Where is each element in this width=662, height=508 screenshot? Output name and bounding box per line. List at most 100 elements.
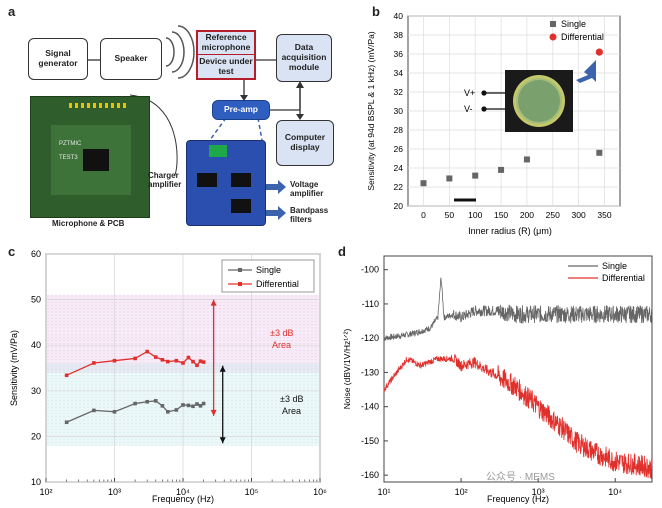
- x-tick-b: 100: [468, 210, 482, 220]
- x-tick-b: 0: [421, 210, 426, 220]
- pcb-text-1: PZTMIC: [59, 141, 82, 147]
- board-chip-3: [231, 199, 251, 213]
- x-tick-b: 250: [546, 210, 560, 220]
- inset-label-vminus: V-: [464, 104, 473, 114]
- single-point: [191, 404, 195, 409]
- x-axis-label-d: Frequency (Hz): [487, 494, 549, 504]
- single-point: [201, 401, 206, 406]
- y-tick-c: 60: [31, 249, 41, 259]
- amplifier-board: [186, 140, 266, 226]
- x-tick-b: 300: [572, 210, 586, 220]
- x-axis-label-b: Inner radius (R) (μm): [468, 226, 552, 236]
- single-noise-line: [383, 277, 653, 341]
- single-point: [498, 166, 505, 173]
- y-tick-d: -130: [361, 367, 379, 377]
- differential-point: [166, 359, 170, 364]
- differential-point: [195, 363, 199, 368]
- y-tick-c: 30: [31, 386, 41, 396]
- x-tick-b: 200: [520, 210, 534, 220]
- chart-c: 10² 10³ 10⁴ 10⁵ 10⁶ 10 20 30 40 50 60 Frequency (H…: [9, 249, 327, 504]
- speaker-box: Speaker: [100, 38, 162, 80]
- y-tick-b: 38: [394, 30, 404, 40]
- y-tick-c: 20: [31, 431, 41, 441]
- differential-point: [112, 358, 117, 363]
- y-tick-d: -100: [361, 265, 379, 275]
- band-annotation-diff-line1: ±3 dB: [270, 328, 293, 338]
- legend-c-single: Single: [256, 265, 281, 275]
- y-tick-c: 40: [31, 340, 41, 350]
- single-point: [186, 403, 191, 408]
- x-tick-b: 50: [445, 210, 455, 220]
- single-point: [195, 402, 199, 406]
- single-point: [198, 404, 203, 408]
- differential-point: [92, 361, 96, 365]
- x-tick-c: 10⁵: [245, 487, 259, 497]
- panel-label-d: d: [338, 244, 346, 259]
- plot-frame-d: [383, 255, 653, 483]
- y-tick-d: -120: [361, 333, 379, 343]
- chart-d: 10¹ 10² 10³ 10⁴ -100 -110 -120 -130 -140 -150 -160…: [342, 255, 653, 504]
- daq-label: Data acquisition module: [281, 42, 327, 72]
- pcb-pin-header: [69, 103, 129, 108]
- differential-point: [160, 357, 165, 362]
- single-point: [596, 149, 603, 156]
- legend-d: Single Differential: [568, 261, 645, 283]
- differential-point: [198, 359, 203, 363]
- single-point: [472, 172, 479, 179]
- computer-display-label: Computer display: [284, 132, 326, 152]
- single-point: [145, 399, 149, 404]
- single-point: [446, 175, 453, 182]
- dut-group: Reference microphone Device under test: [196, 30, 256, 80]
- x-axis-label-c: Frequency (Hz): [152, 494, 214, 504]
- range-arrows-c: [210, 299, 226, 444]
- preamp-box: Pre-amp: [212, 100, 270, 120]
- differential-point: [201, 360, 206, 364]
- panel-label-a: a: [8, 4, 16, 19]
- pcb-text-2: TEST3: [59, 155, 78, 161]
- differential-point: [145, 349, 149, 354]
- x-tick-d: 10⁴: [608, 487, 622, 497]
- legend-d-differential: Differential: [602, 273, 645, 283]
- y-tick-b: 32: [394, 87, 404, 97]
- band-annotation-single-line2: Area: [282, 406, 301, 416]
- device-inset: V+ V-: [454, 60, 596, 202]
- signal-generator-box: Signal generator: [28, 38, 88, 80]
- bandpass-filters-label: Bandpass filters: [290, 206, 329, 224]
- band-annotation-diff-line2: Area: [272, 340, 291, 350]
- y-tick-b: 40: [394, 11, 404, 21]
- signal-generator-label: Signal generator: [38, 48, 78, 68]
- x-tick-d: 10¹: [377, 487, 390, 497]
- single-point: [160, 404, 165, 408]
- pcb-photo: PZTMIC TEST3: [30, 96, 150, 218]
- y-tick-b: 24: [394, 163, 404, 173]
- preamp-label: Pre-amp: [223, 104, 258, 115]
- speaker-label: Speaker: [114, 53, 148, 64]
- x-tick-d: 10³: [532, 487, 545, 497]
- differential-point: [181, 361, 185, 365]
- y-tick-d: -160: [361, 470, 379, 480]
- board-chip-2: [231, 173, 251, 187]
- y-tick-b: 26: [394, 144, 404, 154]
- x-tick-b: 150: [494, 210, 508, 220]
- charger-amplifier-label: Charger amplifier: [148, 171, 182, 189]
- y-tick-b: 28: [394, 125, 404, 135]
- single-point: [181, 403, 185, 407]
- x-tick-c: 10⁴: [176, 487, 190, 497]
- differential-point: [595, 48, 603, 56]
- device-under-test-label: Device under test: [199, 55, 253, 76]
- differential-point: [153, 355, 158, 359]
- differential-point: [174, 358, 179, 363]
- y-tick-c: 10: [31, 477, 41, 487]
- single-point: [64, 420, 69, 425]
- differential-point: [186, 355, 191, 360]
- differential-point: [64, 373, 69, 378]
- differential-point: [133, 356, 137, 361]
- single-point: [420, 180, 427, 187]
- y-axis-label-b: Sensitivity (at 94d BSPL & 1 kHz) (mV/Pa…: [366, 31, 376, 191]
- panel-label-c: c: [8, 244, 16, 259]
- single-point: [92, 408, 96, 413]
- y-tick-b: 22: [394, 182, 404, 192]
- legend-d-single: Single: [602, 261, 627, 271]
- voltage-amplifier-label: Voltage amplifier: [290, 180, 324, 198]
- x-tick-b: 350: [597, 210, 611, 220]
